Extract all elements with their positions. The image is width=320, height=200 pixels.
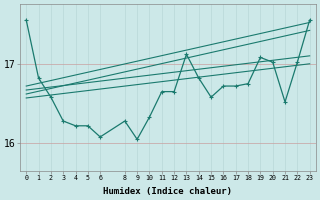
X-axis label: Humidex (Indice chaleur): Humidex (Indice chaleur): [103, 187, 232, 196]
